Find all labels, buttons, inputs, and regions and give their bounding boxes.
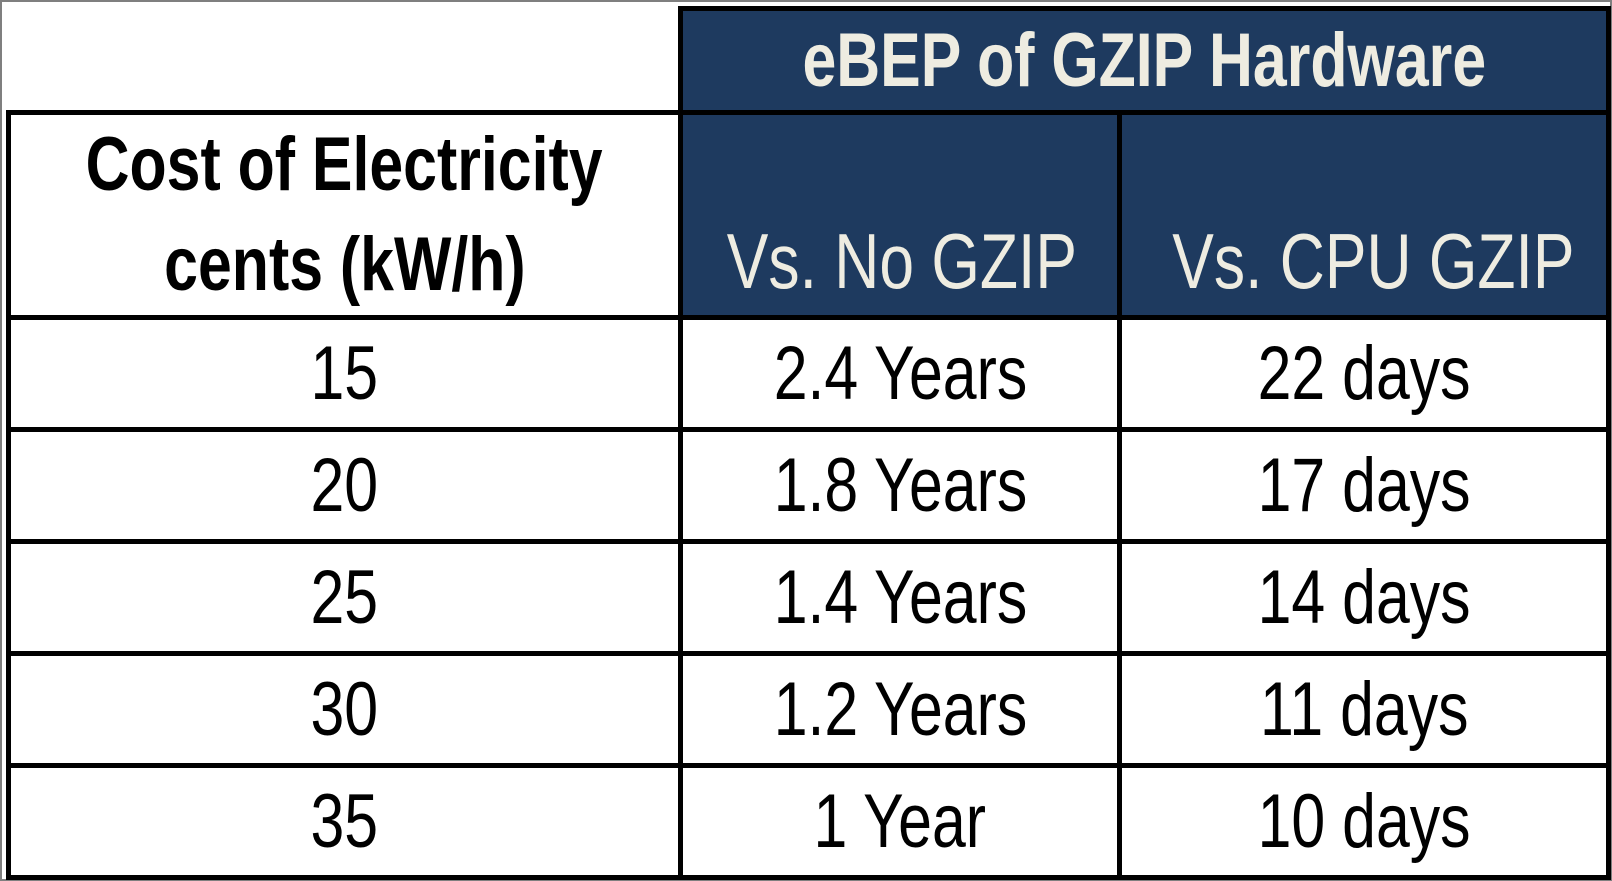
- cell-vs-no-gzip: 1.8 Years: [678, 427, 1122, 544]
- table-title-cell: eBEP of GZIP Hardware: [678, 6, 1611, 115]
- cell-cost: 25: [6, 539, 683, 656]
- cell-cost: 15: [6, 315, 683, 432]
- col-header-vs-cpu-gzip-label: Vs. CPU GZIP: [1172, 217, 1575, 305]
- cell-cost: 30: [6, 651, 683, 768]
- cell-vs-cpu-gzip: 11 days: [1117, 651, 1611, 768]
- cell-vs-no-gzip: 2.4 Years: [678, 315, 1122, 432]
- cell-vs-cpu-gzip: 14 days: [1117, 539, 1611, 656]
- cell-vs-cpu-gzip: 17 days: [1117, 427, 1611, 544]
- table-row: 25 1.4 Years 14 days: [6, 539, 1611, 656]
- table-row: 30 1.2 Years 11 days: [6, 651, 1611, 768]
- table-row: 35 1 Year 10 days: [6, 763, 1611, 880]
- cell-vs-cpu-gzip: 22 days: [1117, 315, 1611, 432]
- title-row: eBEP of GZIP Hardware: [8, 6, 1611, 115]
- table-row: 20 1.8 Years 17 days: [6, 427, 1611, 544]
- cell-vs-no-gzip: 1.4 Years: [678, 539, 1122, 656]
- ebep-table: eBEP of GZIP Hardware Cost of Electricit…: [6, 6, 1611, 880]
- cell-vs-cpu-gzip: 10 days: [1117, 763, 1611, 880]
- cell-vs-no-gzip: 1 Year: [678, 763, 1122, 880]
- row-header-line1: Cost of Electricity: [86, 122, 603, 207]
- col-header-vs-no-gzip: Vs. No GZIP: [678, 110, 1122, 320]
- row-header-line2: cents (kW/h): [163, 222, 526, 307]
- cell-cost: 35: [6, 763, 683, 880]
- col-header-vs-no-gzip-label: Vs. No GZIP: [726, 217, 1077, 305]
- cell-vs-no-gzip: 1.2 Years: [678, 651, 1122, 768]
- col-header-vs-cpu-gzip: Vs. CPU GZIP: [1117, 110, 1611, 320]
- row-header-cell: Cost of Electricity cents (kW/h): [6, 110, 683, 320]
- table-title: eBEP of GZIP Hardware: [802, 18, 1487, 103]
- corner-cell: [8, 8, 681, 113]
- table-row: 15 2.4 Years 22 days: [6, 315, 1611, 432]
- header-row: Cost of Electricity cents (kW/h) Vs. No …: [6, 110, 1611, 320]
- cell-cost: 20: [6, 427, 683, 544]
